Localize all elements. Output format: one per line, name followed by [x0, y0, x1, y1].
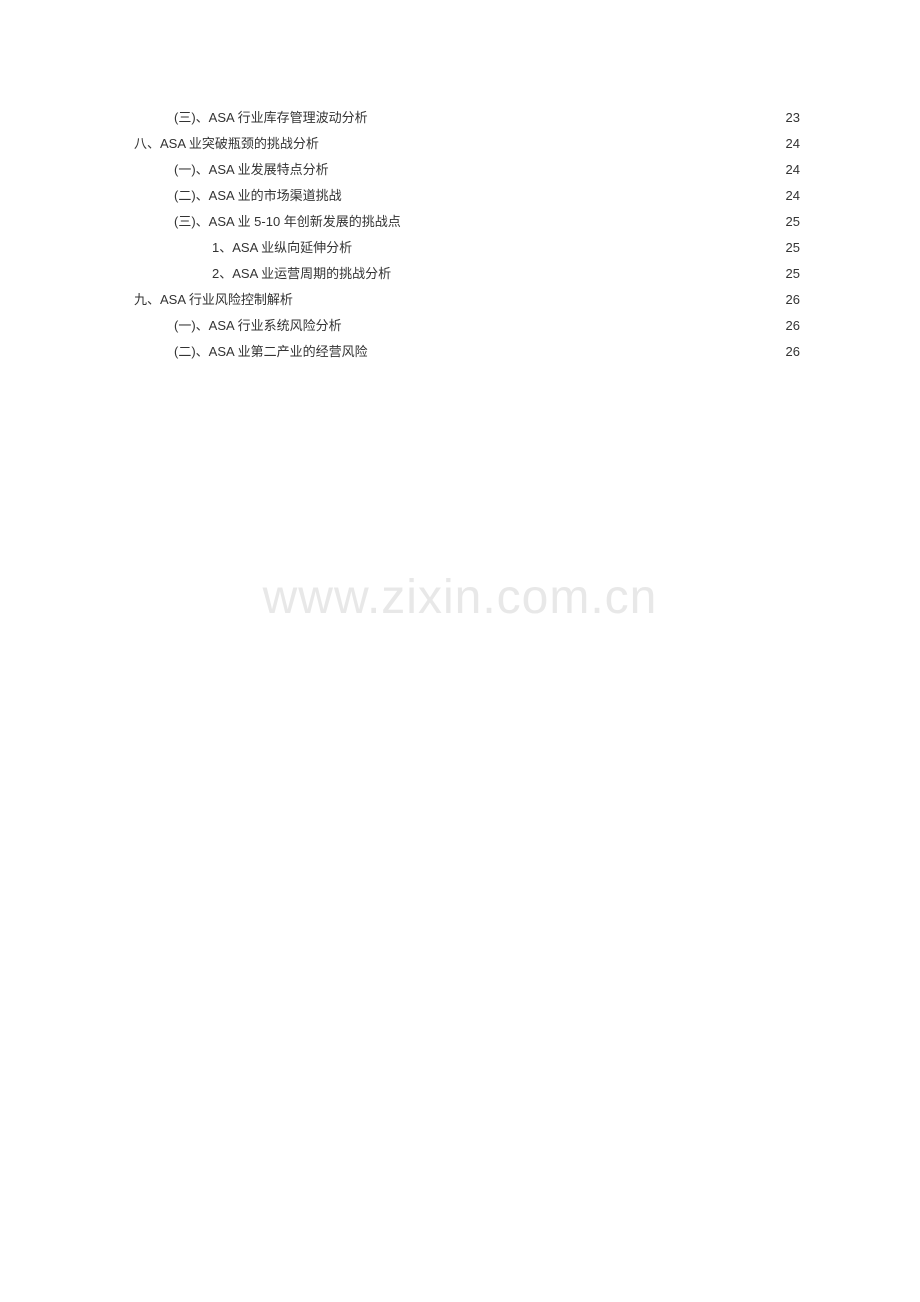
toc-leader	[333, 161, 782, 174]
toc-entry: (二)、ASA 业第二产业的经营风险 26	[120, 339, 800, 365]
toc-page: 24	[786, 131, 800, 157]
toc-page: 24	[786, 157, 800, 183]
toc-page: 26	[786, 287, 800, 313]
table-of-contents: (三)、ASA 行业库存管理波动分析 23 八、ASA 业突破瓶颈的挑战分析 2…	[120, 105, 800, 365]
toc-title: 2、ASA 业运营周期的挑战分析	[212, 261, 391, 287]
toc-title: 1、ASA 业纵向延伸分析	[212, 235, 352, 261]
toc-page: 26	[786, 313, 800, 339]
toc-leader	[346, 187, 782, 200]
toc-title: (二)、ASA 业第二产业的经营风险	[174, 339, 368, 365]
toc-entry: (二)、ASA 业的市场渠道挑战 24	[120, 183, 800, 209]
toc-page: 25	[786, 235, 800, 261]
toc-title: (三)、ASA 行业库存管理波动分析	[174, 105, 368, 131]
toc-entry: 1、ASA 业纵向延伸分析 25	[120, 235, 800, 261]
toc-entry: (三)、ASA 行业库存管理波动分析 23	[120, 105, 800, 131]
toc-leader	[323, 135, 782, 148]
toc-page: 23	[786, 105, 800, 131]
toc-page: 24	[786, 183, 800, 209]
toc-leader	[372, 343, 782, 356]
toc-page: 26	[786, 339, 800, 365]
toc-title: (二)、ASA 业的市场渠道挑战	[174, 183, 342, 209]
toc-entry: (一)、ASA 业发展特点分析 24	[120, 157, 800, 183]
toc-title: (三)、ASA 业 5-10 年创新发展的挑战点	[174, 209, 401, 235]
toc-page: 25	[786, 261, 800, 287]
toc-entry: 八、ASA 业突破瓶颈的挑战分析 24	[120, 131, 800, 157]
toc-page: 25	[786, 209, 800, 235]
toc-leader	[346, 317, 782, 330]
toc-entry: 九、ASA 行业风险控制解析 26	[120, 287, 800, 313]
toc-entry: (三)、ASA 业 5-10 年创新发展的挑战点 25	[120, 209, 800, 235]
toc-leader	[356, 239, 781, 252]
toc-title: 八、ASA 业突破瓶颈的挑战分析	[134, 131, 319, 157]
toc-entry: (一)、ASA 行业系统风险分析 26	[120, 313, 800, 339]
toc-leader	[372, 109, 782, 122]
toc-title: 九、ASA 行业风险控制解析	[134, 287, 293, 313]
toc-leader	[405, 213, 782, 226]
toc-title: (一)、ASA 行业系统风险分析	[174, 313, 342, 339]
watermark: www.zixin.com.cn	[0, 570, 920, 625]
toc-leader	[395, 265, 781, 278]
toc-leader	[297, 291, 782, 304]
toc-title: (一)、ASA 业发展特点分析	[174, 157, 329, 183]
page-container: (三)、ASA 行业库存管理波动分析 23 八、ASA 业突破瓶颈的挑战分析 2…	[0, 0, 920, 365]
toc-entry: 2、ASA 业运营周期的挑战分析 25	[120, 261, 800, 287]
